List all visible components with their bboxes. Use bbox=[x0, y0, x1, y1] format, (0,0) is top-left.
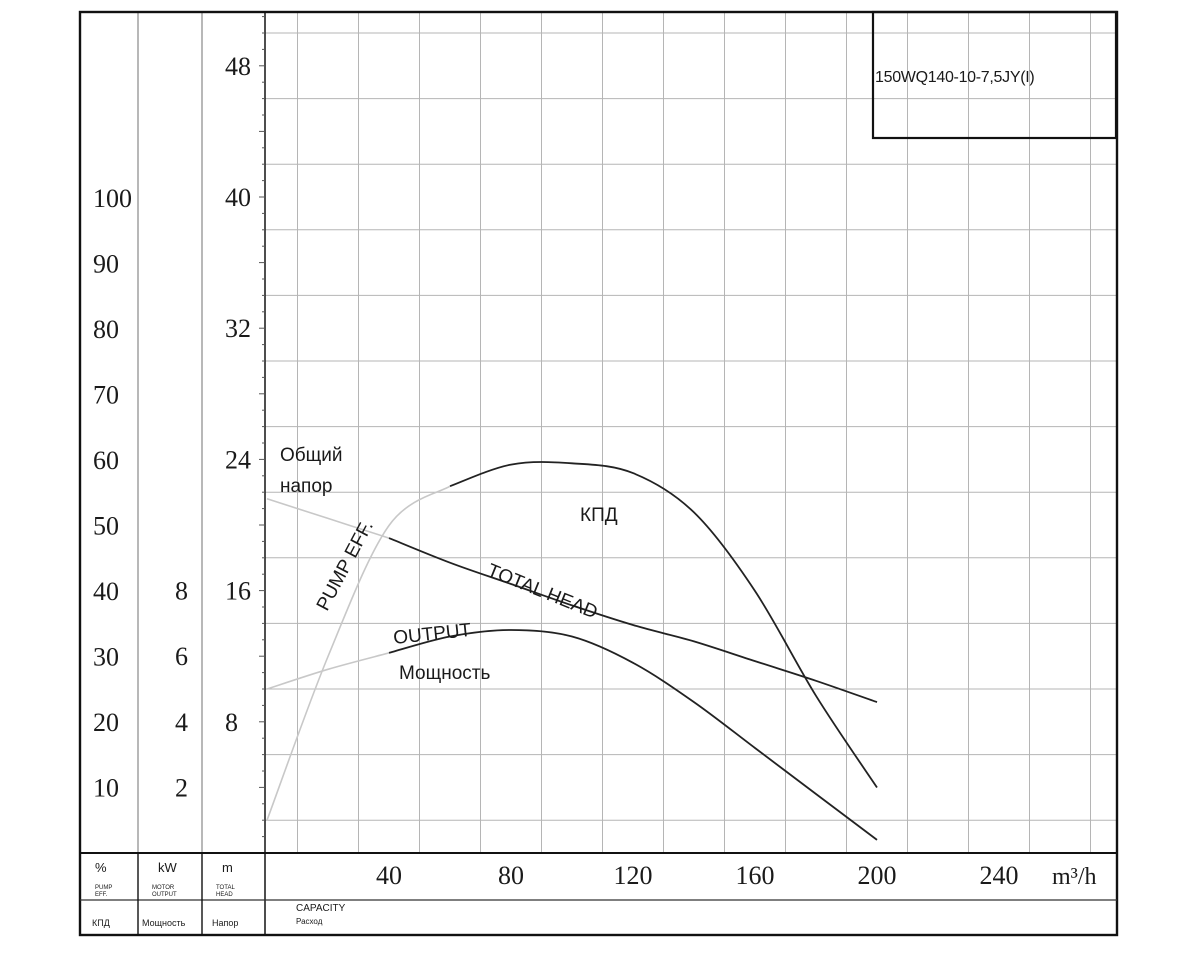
head-ru-label: Напор bbox=[212, 918, 238, 928]
capacity-tick-label: 120 bbox=[614, 861, 653, 890]
head-unit-label: m bbox=[222, 860, 233, 875]
head-sublabel-1: TOTAL bbox=[216, 885, 235, 891]
pump-eff-ru-curve-label: КПД bbox=[580, 505, 618, 526]
output-tick-label: 6 bbox=[175, 642, 188, 671]
outer-frame bbox=[78, 10, 1119, 937]
performance-curves bbox=[266, 461, 878, 841]
capacity-tick-label: 80 bbox=[498, 861, 524, 890]
efficiency-tick-label: 50 bbox=[93, 512, 119, 541]
output-tick-label: 4 bbox=[175, 708, 188, 737]
capacity-tick-label: 160 bbox=[736, 861, 775, 890]
total-head-ru-label-1: Общий bbox=[280, 445, 343, 466]
model-label: 150WQ140-10-7,5JY(I) bbox=[875, 69, 1034, 86]
output-tick-label: 8 bbox=[175, 577, 188, 606]
output-ru-label: Мощность bbox=[142, 918, 186, 928]
pump-efficiency-curve bbox=[449, 461, 878, 788]
efficiency-tick-label: 70 bbox=[93, 381, 119, 410]
head-tick-label: 16 bbox=[225, 577, 251, 606]
efficiency-tick-label: 40 bbox=[93, 577, 119, 606]
efficiency-tick-label: 90 bbox=[93, 250, 119, 279]
efficiency-tick-label: 100 bbox=[93, 184, 132, 213]
capacity-label: CAPACITY bbox=[296, 903, 346, 914]
head-tick-label: 48 bbox=[225, 52, 251, 81]
output-sublabel-2: OUTPUT bbox=[152, 892, 177, 898]
capacity-tick-label: 200 bbox=[858, 861, 897, 890]
chart-frame bbox=[78, 10, 1119, 937]
pump-efficiency-curve-faint bbox=[266, 485, 451, 821]
total-head-curve bbox=[388, 537, 878, 703]
efficiency-sublabel-1: PUMP bbox=[95, 885, 112, 891]
efficiency-tick-label: 10 bbox=[93, 774, 119, 803]
efficiency-ru-label: КПД bbox=[92, 918, 110, 928]
head-sublabel-2: HEAD bbox=[216, 892, 233, 898]
head-tick-label: 24 bbox=[225, 445, 251, 474]
total-head-curve-faint bbox=[266, 498, 390, 539]
efficiency-sublabel-2: EFF. bbox=[95, 892, 108, 898]
output-sublabel-1: MOTOR bbox=[152, 885, 175, 891]
capacity-unit-label: m³/h bbox=[1052, 864, 1097, 890]
efficiency-tick-label: 60 bbox=[93, 446, 119, 475]
grid-lines bbox=[265, 12, 1117, 853]
output-tick-label: 2 bbox=[175, 773, 188, 802]
head-tick-label: 32 bbox=[225, 314, 251, 343]
capacity-tick-label: 40 bbox=[376, 861, 402, 890]
total-head-ru-label-2: напор bbox=[280, 476, 332, 497]
efficiency-tick-label: 30 bbox=[93, 643, 119, 672]
efficiency-tick-label: 20 bbox=[93, 708, 119, 737]
head-tick-label: 40 bbox=[225, 183, 251, 212]
capacity-tick-label: 240 bbox=[980, 861, 1019, 890]
head-tick-label: 8 bbox=[225, 708, 238, 737]
efficiency-tick-label: 80 bbox=[93, 315, 119, 344]
output-ru-curve-label: Мощность bbox=[399, 663, 491, 684]
output-curve-faint bbox=[266, 652, 390, 690]
capacity-ru-label: Расход bbox=[296, 917, 323, 926]
model-box bbox=[871, 10, 1118, 140]
efficiency-unit-label: % bbox=[95, 860, 107, 875]
output-unit-label: kW bbox=[158, 860, 178, 875]
output-curve bbox=[388, 629, 878, 841]
